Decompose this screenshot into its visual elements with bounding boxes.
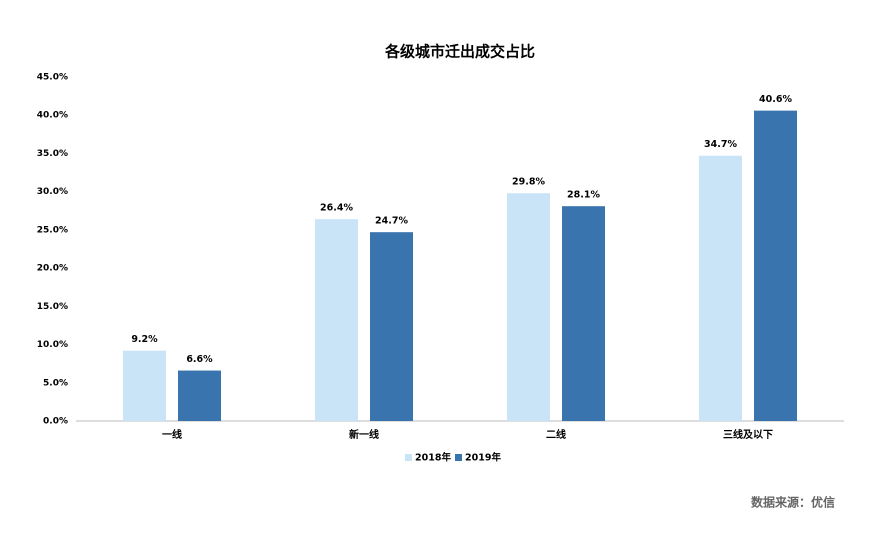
value-label: 26.4% <box>320 203 353 214</box>
source-note: 数据来源：优信 <box>751 495 835 510</box>
bar <box>507 193 550 421</box>
bar <box>754 110 797 421</box>
value-label: 34.7% <box>704 139 737 150</box>
value-label: 9.2% <box>131 334 158 345</box>
bar <box>370 232 413 421</box>
y-tick-label: 20.0% <box>37 264 68 274</box>
x-tick-label: 二线 <box>546 428 566 441</box>
y-tick-label: 0.0% <box>43 417 68 427</box>
bar <box>178 370 221 421</box>
value-label: 29.8% <box>512 177 545 188</box>
legend-swatch <box>405 454 412 461</box>
bar <box>699 155 742 421</box>
y-tick-label: 25.0% <box>37 225 68 235</box>
value-label: 40.6% <box>759 94 792 105</box>
y-tick-label: 45.0% <box>37 73 68 83</box>
x-tick-label: 三线及以下 <box>723 428 773 441</box>
bar <box>562 206 605 421</box>
legend-label: 2018年 <box>415 452 451 464</box>
y-tick-label: 30.0% <box>37 187 68 197</box>
value-label: 6.6% <box>186 354 213 365</box>
x-tick-label: 一线 <box>162 428 182 441</box>
bar <box>315 219 358 421</box>
y-tick-label: 40.0% <box>37 111 68 121</box>
legend-swatch <box>455 454 462 461</box>
value-label: 28.1% <box>567 190 600 201</box>
y-tick-label: 10.0% <box>37 340 68 350</box>
y-tick-label: 35.0% <box>37 149 68 159</box>
value-label: 24.7% <box>375 216 408 227</box>
y-tick-label: 5.0% <box>43 378 68 388</box>
chart-title: 各级城市迁出成交占比 <box>384 43 535 61</box>
bar <box>123 350 166 421</box>
y-tick-label: 15.0% <box>37 302 68 312</box>
x-tick-label: 新一线 <box>349 428 379 441</box>
legend-label: 2019年 <box>465 452 501 464</box>
